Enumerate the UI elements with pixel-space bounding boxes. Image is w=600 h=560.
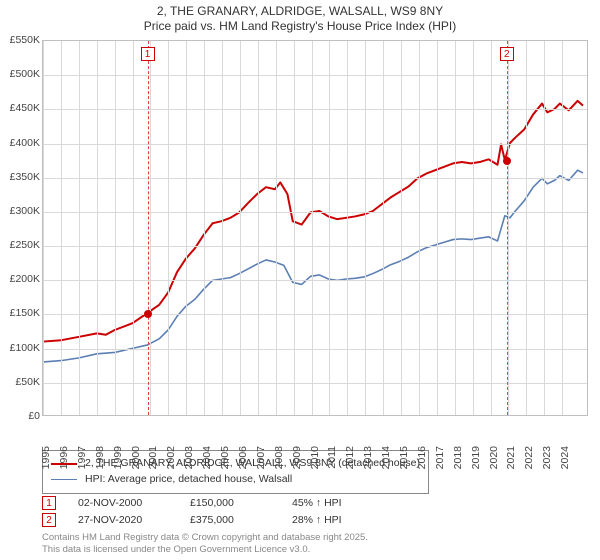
event-badge: 1 — [42, 496, 56, 510]
event-delta: 45% ↑ HPI — [292, 497, 372, 509]
x-axis-label: 2012 — [344, 446, 356, 469]
y-axis-label: £250K — [0, 239, 40, 251]
x-axis-label: 2021 — [505, 446, 517, 469]
y-axis-label: £500K — [0, 68, 40, 80]
y-axis-label: £150K — [0, 307, 40, 319]
legend-swatch — [51, 479, 77, 480]
y-axis-label: £0 — [0, 410, 40, 422]
x-axis-label: 2017 — [434, 446, 446, 469]
x-axis-label: 1996 — [58, 446, 70, 469]
chart-container: 2, THE GRANARY, ALDRIDGE, WALSALL, WS9 8… — [0, 0, 600, 560]
event-price: £150,000 — [190, 497, 270, 509]
y-axis-label: £400K — [0, 137, 40, 149]
x-axis-label: 2013 — [362, 446, 374, 469]
x-axis-label: 2019 — [470, 446, 482, 469]
x-axis-label: 2000 — [130, 446, 142, 469]
footer-line-2: This data is licensed under the Open Gov… — [42, 544, 368, 556]
x-axis-label: 2010 — [309, 446, 321, 469]
x-axis-label: 2022 — [523, 446, 535, 469]
x-axis-label: 1999 — [112, 446, 124, 469]
event-row: 1 02-NOV-2000 £150,000 45% ↑ HPI — [42, 494, 372, 511]
y-axis-label: £450K — [0, 102, 40, 114]
title-line-2: Price paid vs. HM Land Registry's House … — [0, 19, 600, 34]
x-axis-label: 1995 — [40, 446, 52, 469]
legend-label: HPI: Average price, detached house, Wals… — [85, 472, 292, 488]
x-axis-label: 2024 — [559, 446, 571, 469]
y-axis-label: £300K — [0, 205, 40, 217]
x-axis-label: 2011 — [326, 446, 338, 469]
footer-line-1: Contains HM Land Registry data © Crown c… — [42, 532, 368, 544]
y-axis-label: £350K — [0, 171, 40, 183]
x-axis-label: 2009 — [291, 446, 303, 469]
x-axis-label: 2007 — [255, 446, 267, 469]
x-axis-label: 2023 — [541, 446, 553, 469]
x-axis-label: 2003 — [183, 446, 195, 469]
marker-dot — [144, 310, 152, 318]
x-axis-label: 2016 — [416, 446, 428, 469]
y-axis-label: £100K — [0, 342, 40, 354]
y-axis-label: £50K — [0, 376, 40, 388]
x-axis-label: 2015 — [398, 446, 410, 469]
x-axis-label: 2006 — [237, 446, 249, 469]
legend-item: HPI: Average price, detached house, Wals… — [51, 472, 420, 488]
event-badge: 2 — [42, 513, 56, 527]
x-axis-label: 2002 — [165, 446, 177, 469]
x-axis-label: 2005 — [219, 446, 231, 469]
x-axis-label: 2014 — [380, 446, 392, 469]
title-line-1: 2, THE GRANARY, ALDRIDGE, WALSALL, WS9 8… — [0, 4, 600, 19]
event-date: 27-NOV-2020 — [78, 514, 168, 526]
x-axis-label: 2004 — [201, 446, 213, 469]
events-table: 1 02-NOV-2000 £150,000 45% ↑ HPI 2 27-NO… — [42, 494, 372, 528]
event-row: 2 27-NOV-2020 £375,000 28% ↑ HPI — [42, 511, 372, 528]
footer-attribution: Contains HM Land Registry data © Crown c… — [42, 532, 368, 556]
event-delta: 28% ↑ HPI — [292, 514, 372, 526]
x-axis-label: 1998 — [94, 446, 106, 469]
marker-badge: 1 — [141, 47, 155, 61]
marker-dot — [503, 157, 511, 165]
x-axis-label: 2020 — [488, 446, 500, 469]
x-axis-label: 2018 — [452, 446, 464, 469]
event-price: £375,000 — [190, 514, 270, 526]
x-axis-label: 1997 — [76, 446, 88, 469]
event-date: 02-NOV-2000 — [78, 497, 168, 509]
chart-title: 2, THE GRANARY, ALDRIDGE, WALSALL, WS9 8… — [0, 0, 600, 34]
x-axis-label: 2001 — [147, 446, 159, 469]
chart-lines — [43, 41, 587, 415]
y-axis-label: £200K — [0, 273, 40, 285]
x-axis-label: 2008 — [273, 446, 285, 469]
marker-badge: 2 — [500, 47, 514, 61]
y-axis-label: £550K — [0, 34, 40, 46]
plot-area: 12 — [42, 40, 588, 416]
